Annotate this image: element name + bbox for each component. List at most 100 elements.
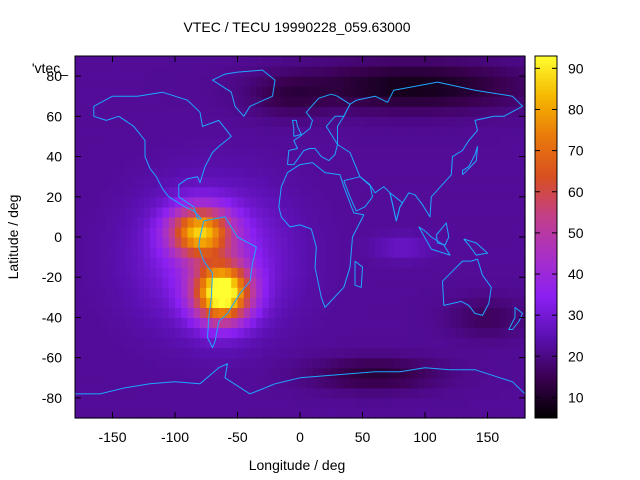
heatmap-cell	[350, 327, 357, 339]
heatmap-cell	[343, 357, 351, 369]
heatmap-cell	[318, 247, 326, 258]
heatmap-cell	[456, 297, 464, 308]
heatmap-cell	[468, 216, 476, 228]
heatmap-cell	[143, 206, 151, 218]
heatmap-cell	[518, 367, 526, 379]
heatmap-cell	[350, 196, 357, 208]
heatmap-cell	[512, 367, 520, 379]
heatmap-cell	[287, 106, 295, 117]
heatmap-cell	[368, 347, 376, 359]
heatmap-cell	[168, 186, 176, 198]
heatmap-cell	[175, 146, 182, 158]
heatmap-cell	[375, 287, 382, 298]
heatmap-cell	[256, 337, 264, 349]
heatmap-cell	[112, 126, 120, 138]
heatmap-cell	[500, 277, 507, 288]
heatmap-cell	[350, 66, 357, 77]
heatmap-cell	[81, 86, 89, 97]
heatmap-cell	[462, 317, 470, 329]
heatmap-cell	[431, 216, 439, 228]
heatmap-cell	[156, 307, 164, 319]
heatmap-cell	[93, 176, 101, 188]
heatmap-cell	[212, 327, 220, 339]
heatmap-cell	[381, 76, 389, 87]
heatmap-cell	[312, 176, 320, 188]
heatmap-cell	[131, 307, 139, 319]
heatmap-cell	[118, 267, 126, 278]
heatmap-cell	[462, 387, 470, 399]
heatmap-cell	[75, 407, 82, 419]
heatmap-cell	[187, 397, 195, 409]
heatmap-cell	[393, 106, 401, 117]
heatmap-cell	[356, 407, 364, 419]
heatmap-cell	[75, 216, 82, 228]
heatmap-cell	[437, 116, 445, 127]
heatmap-cell	[300, 116, 307, 127]
heatmap-cell	[331, 226, 339, 238]
heatmap-cell	[343, 226, 351, 238]
heatmap-cell	[425, 377, 432, 389]
heatmap-cell	[81, 136, 89, 148]
heatmap-cells	[75, 56, 526, 419]
heatmap-cell	[193, 126, 201, 138]
heatmap-cell	[312, 206, 320, 218]
heatmap-cell	[493, 136, 501, 148]
heatmap-cell	[93, 186, 101, 198]
heatmap-cell	[418, 206, 426, 218]
heatmap-cell	[475, 106, 482, 117]
heatmap-cell	[125, 257, 132, 268]
heatmap-cell	[268, 267, 276, 278]
heatmap-cell	[312, 277, 320, 288]
heatmap-cell	[518, 407, 526, 419]
heatmap-cell	[512, 267, 520, 278]
x-axis-ticks: -150 -100 -50 0 50 100 150	[98, 56, 499, 445]
heatmap-cell	[281, 116, 289, 127]
heatmap-cell	[318, 297, 326, 308]
heatmap-cell	[481, 407, 489, 419]
heatmap-cell	[450, 156, 457, 168]
heatmap-cell	[437, 176, 445, 188]
heatmap-cell	[256, 186, 264, 198]
heatmap-cell	[93, 247, 101, 258]
heatmap-cell	[106, 317, 114, 329]
heatmap-cell	[468, 226, 476, 238]
heatmap-cell	[312, 317, 320, 329]
heatmap-cell	[518, 206, 526, 218]
heatmap-cell	[475, 156, 482, 168]
heatmap-cell	[243, 327, 251, 339]
heatmap-cell	[381, 106, 389, 117]
heatmap-cell	[450, 357, 457, 369]
heatmap-cell	[275, 56, 282, 67]
heatmap-cell	[200, 407, 207, 419]
heatmap-cell	[312, 196, 320, 208]
heatmap-cell	[81, 206, 89, 218]
heatmap-cell	[331, 247, 339, 258]
heatmap-cell	[375, 277, 382, 288]
heatmap-cell	[237, 176, 245, 188]
heatmap-cell	[193, 357, 201, 369]
heatmap-cell	[318, 66, 326, 77]
heatmap-cell	[150, 397, 157, 409]
heatmap-cell	[387, 397, 395, 409]
heatmap-cell	[162, 257, 170, 268]
heatmap-cell	[137, 136, 145, 148]
heatmap-cell	[218, 186, 226, 198]
heatmap-cell	[506, 387, 514, 399]
heatmap-cell	[112, 186, 120, 198]
heatmap-cell	[481, 257, 489, 268]
heatmap-cell	[100, 196, 107, 208]
heatmap-cell	[106, 76, 114, 87]
heatmap-cell	[450, 66, 457, 77]
heatmap-cell	[425, 156, 432, 168]
heatmap-cell	[412, 146, 420, 158]
heatmap-cell	[343, 407, 351, 419]
heatmap-cell	[343, 206, 351, 218]
heatmap-cell	[425, 237, 432, 248]
heatmap-cell	[125, 66, 132, 77]
heatmap-cell	[250, 367, 257, 379]
heatmap-cell	[243, 407, 251, 419]
heatmap-cell	[256, 116, 264, 127]
heatmap-cell	[218, 56, 226, 67]
heatmap-cell	[381, 56, 389, 67]
heatmap-cell	[406, 277, 414, 288]
